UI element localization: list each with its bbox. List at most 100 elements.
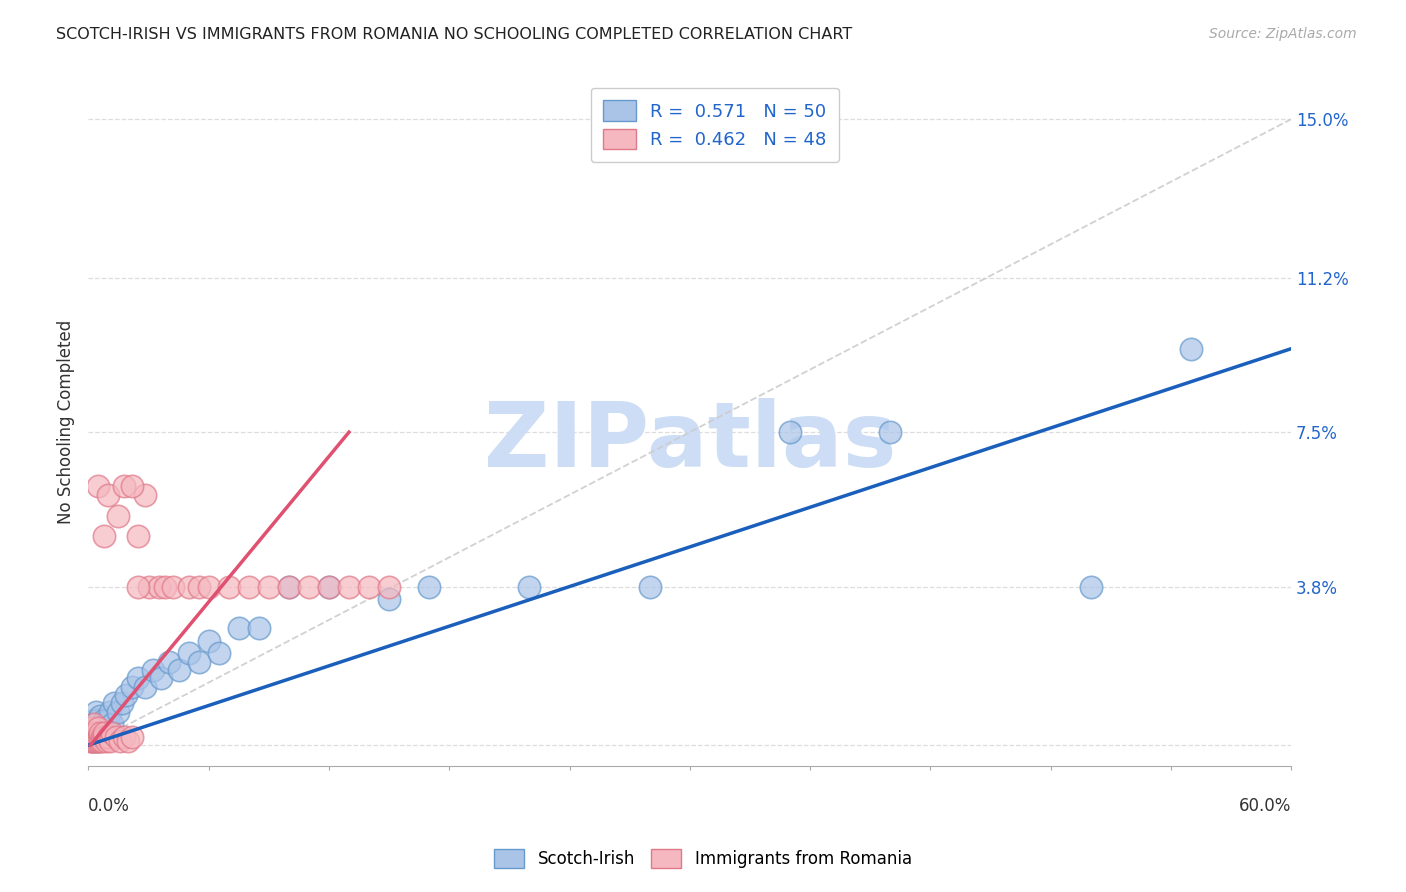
Point	[82, 734, 104, 748]
Point	[87, 479, 110, 493]
Point	[167, 663, 190, 677]
Point	[177, 580, 200, 594]
Point	[91, 725, 114, 739]
Point	[128, 580, 150, 594]
Point	[86, 705, 108, 719]
Point	[97, 730, 120, 744]
Point	[114, 479, 136, 493]
Point	[187, 655, 209, 669]
Point	[187, 580, 209, 594]
Point	[110, 734, 132, 748]
Point	[197, 633, 219, 648]
Point	[79, 734, 101, 748]
Point	[83, 734, 105, 748]
Text: SCOTCH-IRISH VS IMMIGRANTS FROM ROMANIA NO SCHOOLING COMPLETED CORRELATION CHART: SCOTCH-IRISH VS IMMIGRANTS FROM ROMANIA …	[56, 27, 852, 42]
Point	[91, 734, 114, 748]
Point	[1180, 342, 1202, 356]
Point	[89, 709, 111, 723]
Point	[91, 717, 114, 731]
Point	[121, 479, 143, 493]
Point	[298, 580, 321, 594]
Point	[87, 725, 110, 739]
Point	[87, 734, 110, 748]
Point	[87, 734, 110, 748]
Point	[89, 730, 111, 744]
Point	[82, 722, 104, 736]
Point	[157, 655, 180, 669]
Point	[121, 730, 143, 744]
Point	[378, 580, 401, 594]
Text: ZIPatlas: ZIPatlas	[484, 399, 896, 486]
Y-axis label: No Schooling Completed: No Schooling Completed	[58, 319, 75, 524]
Point	[149, 672, 172, 686]
Point	[357, 580, 380, 594]
Point	[779, 425, 801, 439]
Point	[87, 730, 110, 744]
Legend: Scotch-Irish, Immigrants from Romania: Scotch-Irish, Immigrants from Romania	[488, 843, 918, 875]
Text: Source: ZipAtlas.com: Source: ZipAtlas.com	[1209, 27, 1357, 41]
Point	[162, 580, 184, 594]
Point	[83, 713, 105, 727]
Point	[83, 734, 105, 748]
Point	[879, 425, 901, 439]
Point	[97, 488, 120, 502]
Point	[83, 725, 105, 739]
Point	[378, 592, 401, 607]
Point	[247, 621, 270, 635]
Point	[115, 688, 138, 702]
Point	[277, 580, 299, 594]
Point	[83, 717, 105, 731]
Point	[89, 722, 111, 736]
Point	[638, 580, 661, 594]
Point	[96, 734, 118, 748]
Point	[197, 580, 219, 594]
Point	[100, 705, 122, 719]
Point	[1080, 580, 1102, 594]
Point	[208, 646, 231, 660]
Point	[79, 730, 101, 744]
Point	[86, 730, 108, 744]
Point	[100, 734, 122, 748]
Point	[111, 697, 134, 711]
Point	[93, 725, 115, 739]
Point	[153, 580, 176, 594]
Point	[101, 717, 124, 731]
Point	[79, 725, 101, 739]
Point	[117, 734, 139, 748]
Point	[138, 580, 160, 594]
Point	[114, 730, 136, 744]
Point	[418, 580, 440, 594]
Point	[82, 722, 104, 736]
Point	[87, 713, 110, 727]
Point	[93, 730, 115, 744]
Point	[86, 734, 108, 748]
Point	[93, 713, 115, 727]
Point	[121, 680, 143, 694]
Point	[141, 663, 163, 677]
Point	[89, 730, 111, 744]
Text: 60.0%: 60.0%	[1239, 797, 1291, 814]
Point	[318, 580, 340, 594]
Point	[93, 529, 115, 543]
Point	[86, 725, 108, 739]
Point	[148, 580, 170, 594]
Point	[177, 646, 200, 660]
Point	[228, 621, 250, 635]
Point	[128, 672, 150, 686]
Point	[101, 725, 124, 739]
Point	[89, 734, 111, 748]
Point	[86, 717, 108, 731]
Point	[82, 734, 104, 748]
Point	[105, 730, 128, 744]
Point	[238, 580, 260, 594]
Point	[86, 730, 108, 744]
Legend: R =  0.571   N = 50, R =  0.462   N = 48: R = 0.571 N = 50, R = 0.462 N = 48	[591, 87, 839, 162]
Point	[318, 580, 340, 594]
Point	[128, 529, 150, 543]
Point	[257, 580, 280, 594]
Point	[337, 580, 360, 594]
Point	[134, 680, 156, 694]
Point	[89, 725, 111, 739]
Point	[519, 580, 541, 594]
Point	[91, 730, 114, 744]
